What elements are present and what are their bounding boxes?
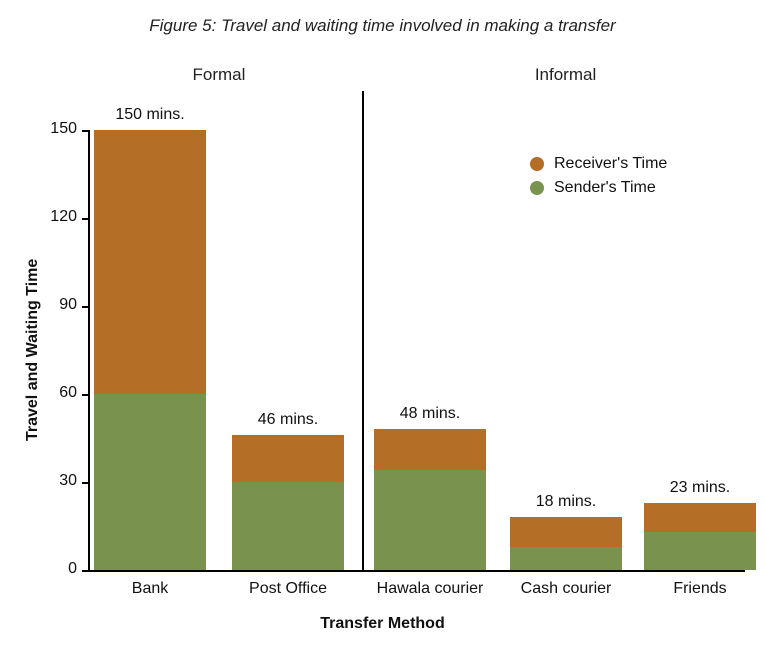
bar-total-label: 18 mins. (496, 493, 636, 511)
bar-segment-receiver (510, 517, 622, 546)
category-label: Cash courier (496, 580, 636, 598)
y-tick (82, 570, 88, 572)
y-tick (82, 218, 88, 220)
category-label: Hawala courier (360, 580, 500, 598)
bar-total-label: 23 mins. (630, 479, 765, 497)
section-label: Formal (193, 65, 246, 85)
bar-total-label: 46 mins. (218, 411, 358, 429)
y-tick-label: 30 (27, 472, 77, 490)
legend-item: Receiver's Time (530, 155, 667, 173)
y-tick (82, 306, 88, 308)
y-tick (82, 130, 88, 132)
section-label: Informal (535, 65, 596, 85)
bar-segment-receiver (374, 429, 486, 470)
section-divider (362, 91, 364, 570)
chart-container: Figure 5: Travel and waiting time involv… (0, 0, 765, 649)
legend: Receiver's Time Sender's Time (530, 155, 667, 203)
y-tick-label: 150 (27, 120, 77, 138)
y-axis-line (88, 130, 90, 570)
legend-swatch (530, 181, 544, 195)
x-axis-line (88, 570, 745, 572)
bar-segment-sender (94, 394, 206, 570)
category-label: Friends (630, 580, 765, 598)
bar-segment-sender (644, 532, 756, 570)
legend-label: Receiver's Time (554, 155, 667, 173)
bar-segment-sender (374, 470, 486, 570)
y-tick-label: 0 (27, 560, 77, 578)
bar-total-label: 48 mins. (360, 405, 500, 423)
y-tick-label: 120 (27, 208, 77, 226)
legend-label: Sender's Time (554, 179, 656, 197)
bar-segment-sender (510, 547, 622, 570)
category-label: Post Office (218, 580, 358, 598)
category-label: Bank (80, 580, 220, 598)
bar-segment-receiver (232, 435, 344, 482)
y-axis-title: Travel and Waiting Time (24, 259, 42, 441)
y-tick (82, 482, 88, 484)
legend-item: Sender's Time (530, 179, 667, 197)
bar-segment-receiver (644, 503, 756, 532)
bar-segment-receiver (94, 130, 206, 394)
y-tick (82, 394, 88, 396)
x-axis-title: Transfer Method (0, 615, 765, 633)
chart-title: Figure 5: Travel and waiting time involv… (0, 16, 765, 36)
bar-total-label: 150 mins. (80, 106, 220, 124)
legend-swatch (530, 157, 544, 171)
bar-segment-sender (232, 482, 344, 570)
